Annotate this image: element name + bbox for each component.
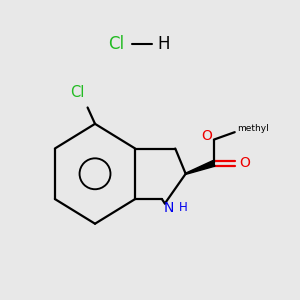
Text: O: O bbox=[239, 156, 250, 170]
Text: Cl: Cl bbox=[70, 85, 84, 100]
Text: methyl: methyl bbox=[238, 124, 269, 133]
Polygon shape bbox=[185, 160, 215, 174]
Text: O: O bbox=[202, 129, 212, 143]
Text: Cl: Cl bbox=[108, 35, 124, 53]
Text: H: H bbox=[157, 35, 170, 53]
Text: H: H bbox=[179, 202, 188, 214]
Text: N: N bbox=[163, 201, 174, 215]
